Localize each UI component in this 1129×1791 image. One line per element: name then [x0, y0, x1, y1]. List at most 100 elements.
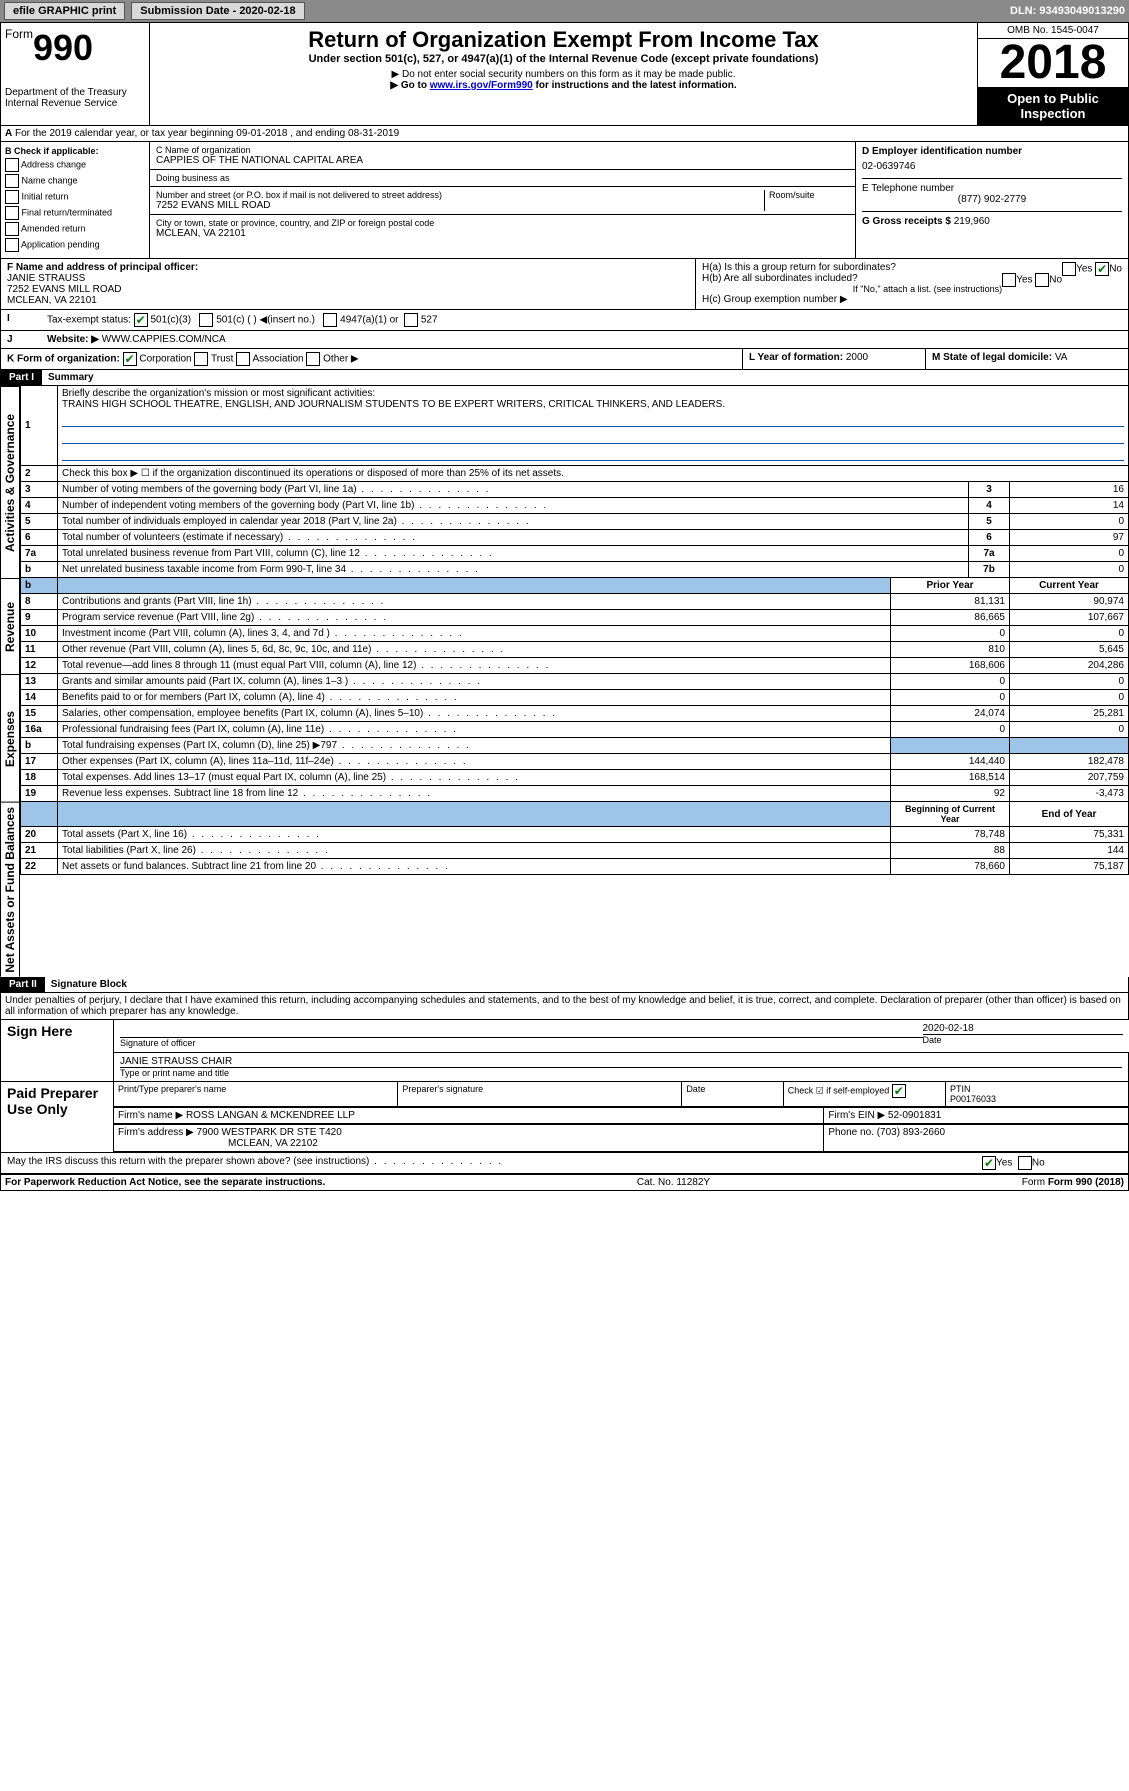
- table-row: 21Total liabilities (Part X, line 26)881…: [21, 843, 1129, 859]
- label-website: Website: ▶: [47, 334, 99, 345]
- checkbox-discuss-yes[interactable]: [982, 1156, 996, 1170]
- note-ssn: ▶ Do not enter social security numbers o…: [154, 69, 973, 80]
- label-telephone: E Telephone number: [862, 183, 1122, 194]
- label-city: City or town, state or province, country…: [156, 218, 849, 228]
- table-row: 18Total expenses. Add lines 13–17 (must …: [21, 770, 1129, 786]
- table-row: 12Total revenue—add lines 8 through 11 (…: [21, 658, 1129, 674]
- label-hc: H(c) Group exemption number ▶: [702, 294, 1122, 305]
- opt-amended-return: Amended return: [21, 223, 86, 233]
- section-revenue: Revenue b Prior Year Current Year 8Contr…: [0, 578, 1129, 674]
- label-firm-addr: Firm's address ▶: [118, 1127, 194, 1138]
- gross-receipts-value: 219,960: [954, 216, 990, 227]
- table-row: 20Total assets (Part X, line 16)78,74875…: [21, 827, 1129, 843]
- submission-date-button[interactable]: Submission Date - 2020-02-18: [131, 2, 304, 20]
- open-public-1: Open to Public: [980, 91, 1126, 106]
- paid-preparer-label: Paid Preparer Use Only: [1, 1081, 114, 1152]
- table-row: 16aProfessional fundraising fees (Part I…: [21, 722, 1129, 738]
- checkbox-discuss-no[interactable]: [1018, 1156, 1032, 1170]
- vlabel-revenue: Revenue: [0, 578, 20, 674]
- label-preparer-sig: Preparer's signature: [398, 1082, 682, 1107]
- open-public-2: Inspection: [980, 106, 1126, 121]
- org-address: 7252 EVANS MILL ROAD: [156, 200, 764, 211]
- firm-addr1: 7900 WESTPARK DR STE T420: [197, 1127, 342, 1138]
- org-name: CAPPIES OF THE NATIONAL CAPITAL AREA: [156, 155, 849, 166]
- checkbox-other[interactable]: [306, 352, 320, 366]
- checkbox-application-pending[interactable]: [5, 238, 19, 252]
- officer-typed-name: JANIE STRAUSS CHAIR: [120, 1056, 1122, 1067]
- label-sig-officer: Signature of officer: [120, 1038, 195, 1048]
- label-firm-name: Firm's name ▶: [118, 1110, 183, 1121]
- checkbox-501c[interactable]: [199, 313, 213, 327]
- irs-link[interactable]: www.irs.gov/Form990: [430, 80, 533, 91]
- table-row: 15Salaries, other compensation, employee…: [21, 706, 1129, 722]
- year-formation: 2000: [846, 352, 868, 363]
- footer-cat: Cat. No. 11282Y: [637, 1177, 710, 1188]
- checkbox-ha-no[interactable]: [1095, 262, 1109, 276]
- checkbox-hb-yes[interactable]: [1002, 273, 1016, 287]
- firm-phone: (703) 893-2660: [877, 1127, 945, 1138]
- hdr-begin-year: Beginning of Current Year: [891, 802, 1010, 827]
- label-firm-ein: Firm's EIN ▶: [828, 1110, 885, 1121]
- row-fh: F Name and address of principal officer:…: [0, 259, 1129, 310]
- page-footer: For Paperwork Reduction Act Notice, see …: [0, 1174, 1129, 1191]
- part-i-header: Part I Summary: [0, 370, 1129, 386]
- form-number: 990: [33, 27, 93, 68]
- checkbox-assoc[interactable]: [236, 352, 250, 366]
- footer-form: Form 990 (2018): [1048, 1177, 1124, 1188]
- label-preparer-name: Print/Type preparer's name: [114, 1082, 398, 1107]
- checkbox-initial-return[interactable]: [5, 190, 19, 204]
- table-row: 7aTotal unrelated business revenue from …: [21, 546, 1129, 562]
- form-title: Return of Organization Exempt From Incom…: [154, 27, 973, 53]
- label-sig-date: Date: [923, 1034, 1123, 1045]
- label-dba: Doing business as: [156, 173, 849, 183]
- part-ii-title: Signature Block: [45, 979, 127, 990]
- top-bar: efile GRAPHIC print Submission Date - 20…: [0, 0, 1129, 22]
- table-row: 6Total number of volunteers (estimate if…: [21, 530, 1129, 546]
- checkbox-final-return[interactable]: [5, 206, 19, 220]
- footer-pra: For Paperwork Reduction Act Notice, see …: [5, 1177, 325, 1188]
- checkbox-corp[interactable]: [123, 352, 137, 366]
- hdr-end-year: End of Year: [1010, 802, 1129, 827]
- line1-label: Briefly describe the organization's miss…: [62, 388, 375, 399]
- sig-date: 2020-02-18: [923, 1023, 1123, 1034]
- opt-501c: 501(c) ( ) ◀(insert no.): [216, 315, 315, 326]
- signature-table: Sign Here Signature of officer 2020-02-1…: [0, 1019, 1129, 1153]
- note-goto-pre: ▶ Go to: [390, 80, 429, 91]
- discuss-no: No: [1032, 1157, 1045, 1168]
- firm-name: ROSS LANGAN & MCKENDREE LLP: [186, 1110, 355, 1121]
- tax-year: 2018: [978, 39, 1128, 87]
- ha-no: No: [1109, 264, 1122, 275]
- checkbox-self-employed[interactable]: [892, 1084, 906, 1098]
- checkbox-trust[interactable]: [194, 352, 208, 366]
- table-row: 5Total number of individuals employed in…: [21, 514, 1129, 530]
- checkbox-hb-no[interactable]: [1035, 273, 1049, 287]
- hdr-prior-year: Prior Year: [891, 578, 1010, 594]
- line1-text: TRAINS HIGH SCHOOL THEATRE, ENGLISH, AND…: [62, 399, 725, 410]
- checkbox-address-change[interactable]: [5, 158, 19, 172]
- checkbox-amended-return[interactable]: [5, 222, 19, 236]
- checkbox-501c3[interactable]: [134, 313, 148, 327]
- firm-addr2: MCLEAN, VA 22102: [228, 1138, 318, 1149]
- label-year-formation: L Year of formation:: [749, 352, 843, 363]
- opt-527: 527: [421, 315, 438, 326]
- officer-name: JANIE STRAUSS: [7, 273, 85, 284]
- sign-here-label: Sign Here: [1, 1019, 114, 1081]
- part-ii-label: Part II: [1, 977, 45, 992]
- label-address: Number and street (or P.O. box if mail i…: [156, 190, 764, 200]
- label-type-name: Type or print name and title: [120, 1067, 1122, 1078]
- part-ii-header: Part II Signature Block: [0, 977, 1129, 993]
- table-row: 22Net assets or fund balances. Subtract …: [21, 859, 1129, 875]
- ha-yes: Yes: [1076, 264, 1092, 275]
- box-b-title: B Check if applicable:: [5, 146, 99, 156]
- vlabel-governance: Activities & Governance: [0, 386, 20, 578]
- checkbox-name-change[interactable]: [5, 174, 19, 188]
- table-row: 8Contributions and grants (Part VIII, li…: [21, 594, 1129, 610]
- row-discuss: May the IRS discuss this return with the…: [0, 1153, 1129, 1174]
- checkbox-ha-yes[interactable]: [1062, 262, 1076, 276]
- label-room: Room/suite: [769, 190, 849, 200]
- efile-print-button[interactable]: efile GRAPHIC print: [4, 2, 125, 20]
- checkbox-527[interactable]: [404, 313, 418, 327]
- checkbox-4947[interactable]: [323, 313, 337, 327]
- perjury-statement: Under penalties of perjury, I declare th…: [0, 993, 1129, 1019]
- table-row: 4Number of independent voting members of…: [21, 498, 1129, 514]
